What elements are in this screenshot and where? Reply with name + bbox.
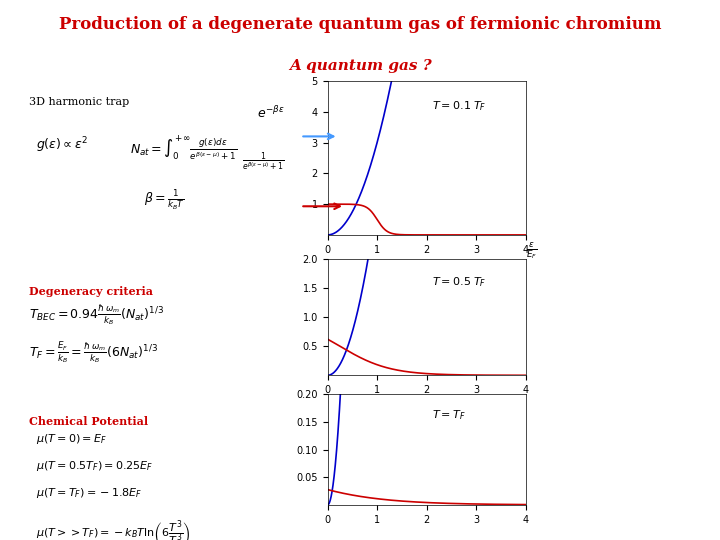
Text: $T = 0.5\;T_F$: $T = 0.5\;T_F$	[431, 275, 486, 289]
Text: $\mu(T=0.5T_F) = 0.25E_F$: $\mu(T=0.5T_F) = 0.25E_F$	[36, 459, 153, 473]
Text: $T = 0.1\;T_F$: $T = 0.1\;T_F$	[431, 99, 486, 112]
Text: $\frac{\varepsilon}{E_F}$: $\frac{\varepsilon}{E_F}$	[526, 240, 537, 261]
Text: $\mu(T=T_F) = -1.8E_F$: $\mu(T=T_F) = -1.8E_F$	[36, 486, 143, 500]
Text: A quantum gas ?: A quantum gas ?	[289, 59, 431, 73]
Text: $e^{-\beta\varepsilon}$: $e^{-\beta\varepsilon}$	[257, 105, 284, 122]
Text: Degeneracy criteria: Degeneracy criteria	[29, 286, 153, 297]
Text: $T = T_F$: $T = T_F$	[431, 408, 465, 422]
Text: $\frac{1}{e^{\beta(\varepsilon-\mu)}+1}$: $\frac{1}{e^{\beta(\varepsilon-\mu)}+1}$	[242, 151, 284, 173]
Text: $T_{BEC} = 0.94\frac{\hbar\,\omega_m}{k_B}(N_{at})^{1/3}$: $T_{BEC} = 0.94\frac{\hbar\,\omega_m}{k_…	[29, 302, 164, 327]
Text: Chemical Potential: Chemical Potential	[29, 416, 148, 427]
Text: $\mu(T=0) = E_F$: $\mu(T=0) = E_F$	[36, 432, 107, 446]
Text: Production of a degenerate quantum gas of fermionic chromium: Production of a degenerate quantum gas o…	[59, 16, 661, 33]
Text: $g(\varepsilon) \propto \varepsilon^2$: $g(\varepsilon) \propto \varepsilon^2$	[36, 135, 88, 154]
Text: $T_F = \frac{E_F}{k_B} = \frac{\hbar\,\omega_m}{k_B}(6N_{at})^{1/3}$: $T_F = \frac{E_F}{k_B} = \frac{\hbar\,\o…	[29, 340, 158, 365]
Text: $N_{at} = \int_0^{+\infty} \frac{g(\varepsilon)d\varepsilon}{e^{\beta(\varepsilo: $N_{at} = \int_0^{+\infty} \frac{g(\vare…	[130, 135, 237, 164]
Text: $\beta = \frac{1}{k_B T}$: $\beta = \frac{1}{k_B T}$	[144, 189, 185, 213]
Text: $\mu(T >> T_F) = -k_B T \ln\!\left(6\dfrac{T^3}{T_F^3}\right)$: $\mu(T >> T_F) = -k_B T \ln\!\left(6\dfr…	[36, 518, 191, 540]
Text: 3D harmonic trap: 3D harmonic trap	[29, 97, 129, 107]
